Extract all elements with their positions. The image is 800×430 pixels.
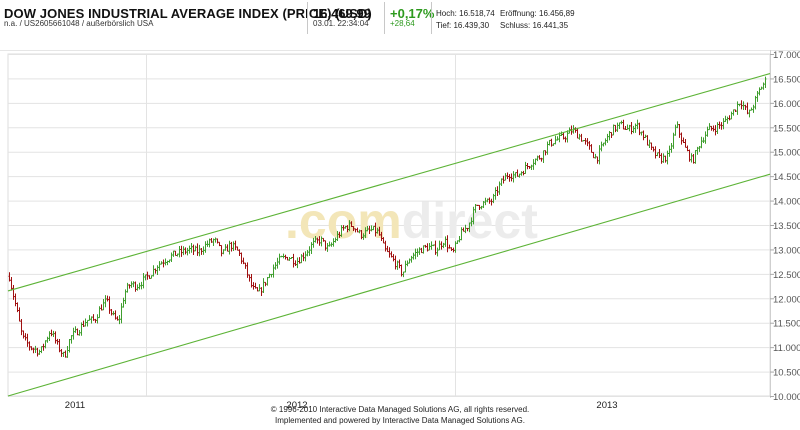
y-tick-label: 13.000 [773, 245, 800, 256]
watermark-logo: .comdirect [285, 193, 538, 249]
y-tick-label: 12.000 [773, 294, 800, 305]
header-divider [384, 2, 385, 34]
y-tick-label: 10.000 [773, 392, 800, 403]
y-tick-label: 10.500 [773, 368, 800, 379]
trend-channel [7, 73, 771, 397]
header-divider [431, 2, 432, 34]
high-value: Hoch: 16.518,74 [436, 9, 495, 18]
ohlc-bars [8, 76, 767, 358]
change-absolute: +28,64 [390, 19, 415, 28]
powered-by-line: Implemented and powered by Interactive D… [275, 416, 525, 425]
y-tick-label: 11.500 [773, 319, 800, 330]
y-tick-label: 17.000 [773, 50, 800, 61]
y-tick-label: 12.500 [773, 270, 800, 281]
header-divider [307, 2, 308, 34]
change-percent: +0,17% [390, 6, 435, 21]
y-tick-label: 13.500 [773, 221, 800, 232]
instrument-title: DOW JONES INDUSTRIAL AVERAGE INDEX (PRIC… [4, 6, 372, 21]
y-tick-label: 15.000 [773, 148, 800, 159]
channel-line-upper [7, 73, 771, 292]
y-tick-label: 14.000 [773, 197, 800, 208]
x-tick-label: 2013 [596, 400, 617, 411]
y-tick-label: 14.500 [773, 172, 800, 183]
x-tick-label: 2011 [65, 400, 85, 411]
y-tick-label: 11.000 [773, 343, 800, 354]
quote-timestamp: 03.01. 22:34:04 [313, 19, 369, 28]
x-tick-label: 2012 [286, 400, 307, 411]
copyright-line: © 1996-2010 Interactive Data Managed Sol… [270, 405, 530, 414]
last-price: 16.469,99 [313, 6, 371, 21]
quote-header: DOW JONES INDUSTRIAL AVERAGE INDEX (PRIC… [0, 0, 800, 36]
x-axis: 2011 2012 2013 [65, 400, 618, 411]
channel-line-lower [7, 173, 771, 397]
close-value: Schluss: 16.441,35 [500, 21, 569, 30]
low-value: Tief: 16.439,30 [436, 21, 490, 30]
y-tick-label: 16.000 [773, 99, 800, 110]
header-separator [0, 50, 800, 51]
y-tick-label: 16.500 [773, 74, 800, 85]
instrument-subtitle: n.a. / US2605661048 / außerbörslich USA [4, 19, 154, 28]
y-tick-label: 15.500 [773, 123, 800, 134]
y-axis: 17.000 16.500 16.000 15.500 15.000 14.500 14.0… [770, 50, 800, 403]
open-value: Eröffnung: 16.456,89 [500, 9, 575, 18]
chart-grid [7, 50, 771, 398]
